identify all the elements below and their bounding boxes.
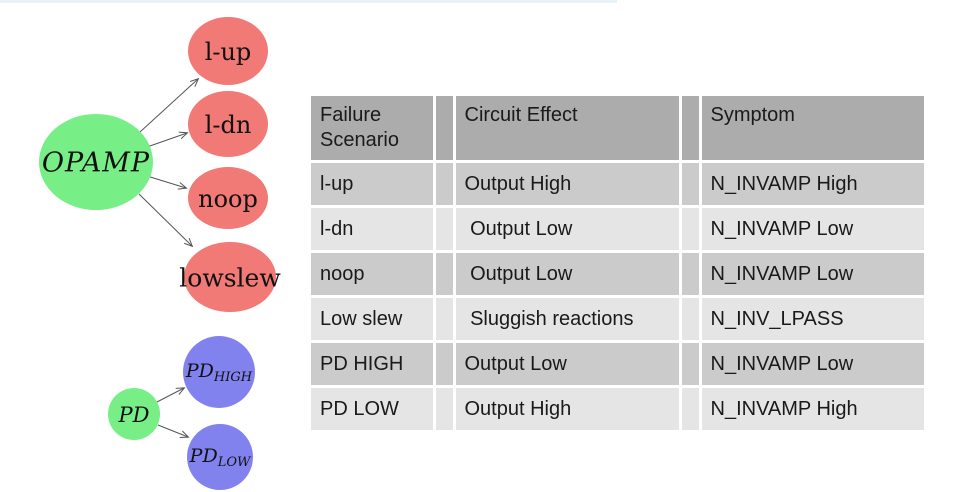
cell-spacer — [678, 160, 700, 207]
cell-effect: Output Low — [452, 205, 680, 252]
arrow-pd-to-pdhigh — [156, 388, 184, 403]
pd-high-label: PDHIGH — [185, 360, 253, 385]
cell-symptom: N_INVAMP Low — [698, 250, 924, 297]
node-noop: noop — [188, 167, 268, 229]
table-header-row: Failure Scenario Circuit Effect Symptom — [311, 96, 924, 162]
node-l-up: l-up — [188, 17, 268, 85]
cell-spacer — [432, 295, 454, 342]
cell-symptom: N_INV_LPASS — [698, 295, 924, 342]
cell-spacer — [678, 250, 700, 297]
cell-scenario: PD HIGH — [311, 340, 434, 387]
cell-scenario: Low slew — [311, 295, 434, 342]
cell-effect: Output Low — [452, 340, 680, 387]
cell-scenario: l-dn — [311, 205, 434, 252]
arrow-opamp-to-lup — [139, 79, 198, 133]
pd-low-circle — [187, 424, 253, 490]
cell-symptom: N_INVAMP High — [698, 385, 924, 430]
table-row: PD LOW Output High N_INVAMP High — [311, 385, 924, 430]
table-row: l-up Output High N_INVAMP High — [311, 160, 924, 207]
cell-effect: Output Low — [452, 250, 680, 297]
cell-effect: Sluggish reactions — [452, 295, 680, 342]
pd-high-circle — [183, 336, 255, 408]
pd-circle — [108, 388, 160, 440]
cell-spacer — [678, 295, 700, 342]
l-up-ellipse — [188, 17, 268, 85]
cell-spacer — [432, 340, 454, 387]
cell-effect: Output High — [452, 160, 680, 207]
failure-scenario-table: Failure Scenario Circuit Effect Symptom … — [311, 96, 924, 430]
arrow-opamp-to-noop — [146, 175, 186, 188]
cell-spacer — [432, 160, 454, 207]
l-dn-ellipse — [188, 91, 268, 157]
cell-symptom: N_INVAMP High — [698, 160, 924, 207]
noop-label: noop — [198, 185, 258, 213]
header-spacer-1 — [432, 96, 454, 162]
table-row: noop Output Low N_INVAMP Low — [311, 250, 924, 297]
arrow-opamp-to-lowslew — [138, 193, 192, 246]
pd-label: PD — [118, 403, 150, 427]
lowslew-label: lowslew — [179, 264, 281, 293]
cell-scenario: PD LOW — [311, 385, 434, 430]
cell-spacer — [678, 340, 700, 387]
header-circuit-effect: Circuit Effect — [452, 96, 680, 162]
cell-spacer — [432, 250, 454, 297]
cell-spacer — [678, 385, 700, 430]
cell-scenario: noop — [311, 250, 434, 297]
arrow-opamp-to-ldn — [146, 133, 187, 148]
node-lowslew: lowslew — [179, 242, 281, 312]
header-failure-scenario: Failure Scenario — [311, 96, 434, 162]
noop-ellipse — [188, 167, 268, 229]
node-pd-high: PDHIGH — [183, 336, 255, 408]
node-l-dn: l-dn — [188, 91, 268, 157]
cell-symptom: N_INVAMP Low — [698, 205, 924, 252]
node-pd-low: PDLOW — [187, 424, 253, 490]
opamp-ellipse — [39, 114, 153, 210]
cell-scenario: l-up — [311, 160, 434, 207]
header-symptom: Symptom — [698, 96, 924, 162]
pd-low-label: PDLOW — [189, 445, 252, 470]
arrow-pd-to-pdlow — [157, 424, 188, 437]
node-pd: PD — [108, 388, 160, 440]
cell-spacer — [432, 385, 454, 430]
header-spacer-2 — [678, 96, 700, 162]
table-row: Low slew Sluggish reactions N_INV_LPASS — [311, 295, 924, 342]
l-dn-label: l-dn — [205, 111, 252, 139]
fault-tree-diagram: OPAMP l-up l-dn noop lowslew PD PDHIGH — [39, 17, 281, 490]
opamp-label: OPAMP — [42, 148, 150, 179]
cell-spacer — [678, 205, 700, 252]
lowslew-ellipse — [184, 242, 276, 312]
l-up-label: l-up — [205, 38, 252, 66]
top-edge-highlight — [0, 0, 617, 3]
node-opamp: OPAMP — [39, 114, 153, 210]
table-row: l-dn Output Low N_INVAMP Low — [311, 205, 924, 252]
table-row: PD HIGH Output Low N_INVAMP Low — [311, 340, 924, 387]
cell-symptom: N_INVAMP Low — [698, 340, 924, 387]
cell-spacer — [432, 205, 454, 252]
cell-effect: Output High — [452, 385, 680, 430]
